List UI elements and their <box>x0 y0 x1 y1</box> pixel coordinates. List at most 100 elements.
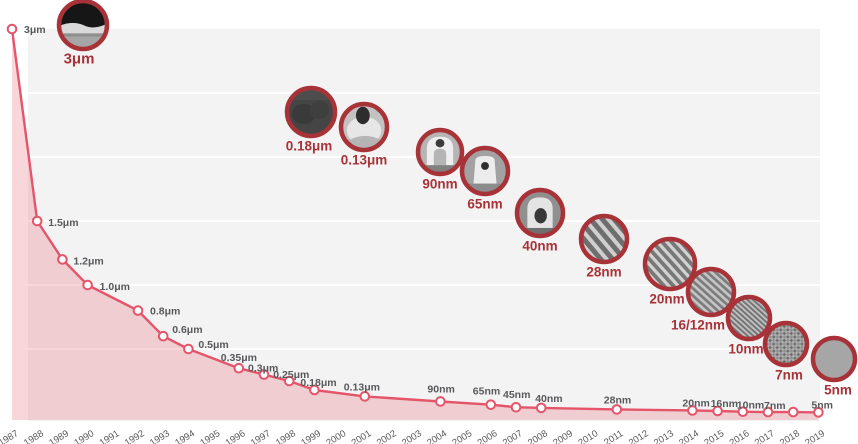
point-label-1992: 0.8μm <box>150 306 180 318</box>
point-label-1994: 0.5μm <box>198 339 228 351</box>
micrograph-label-3μm: 3μm <box>64 51 95 68</box>
point-label-1996: 0.35μm <box>221 352 257 364</box>
x-tick-label-1999: 1999 <box>299 428 323 444</box>
data-point-marker-1996 <box>233 362 245 374</box>
x-tick-label-2012: 2012 <box>627 428 651 444</box>
x-tick-label-1993: 1993 <box>148 428 172 444</box>
point-label-2011: 28nm <box>604 394 631 406</box>
point-label-2007: 45nm <box>503 389 530 401</box>
sem-dark-layer <box>59 1 107 28</box>
micrograph-0.13μm: 0.13μm <box>338 101 390 168</box>
data-point-marker-2016 <box>737 406 749 418</box>
x-tick-label-2010: 2010 <box>576 428 600 444</box>
micrograph-ring <box>514 187 566 239</box>
micrograph-40nm: 40nm <box>514 187 566 254</box>
point-label-2008: 40nm <box>535 393 562 405</box>
x-tick-label-2003: 2003 <box>400 428 424 444</box>
data-point-marker-2004 <box>435 396 446 407</box>
point-label-2017: 7nm <box>764 400 786 412</box>
micrograph-label-90nm: 90nm <box>422 177 457 192</box>
data-point-marker-2015 <box>712 405 723 417</box>
data-point-marker-2011 <box>611 404 623 415</box>
x-tick-label-2011: 2011 <box>602 428 625 444</box>
micrograph-ring <box>810 335 858 383</box>
data-point-marker-1988 <box>31 215 43 227</box>
data-point-marker-2008 <box>535 402 547 414</box>
data-point-marker-1999 <box>309 384 320 396</box>
micrograph-label-40nm: 40nm <box>522 239 557 254</box>
data-point-marker-2014 <box>687 405 698 416</box>
micrograph-7nm: 7nm <box>762 320 810 383</box>
x-tick-label-2016: 2016 <box>728 428 752 444</box>
point-label-2001: 0.13μm <box>344 381 380 393</box>
x-tick-label-2001: 2001 <box>350 428 374 444</box>
point-label-1998: 0.25μm <box>273 369 309 381</box>
point-label-1988: 1.5μm <box>48 217 78 229</box>
data-point-marker-1992 <box>132 305 144 316</box>
x-tick-label-1988: 1988 <box>22 428 46 444</box>
data-point-marker-1989 <box>57 254 68 265</box>
data-point-marker-2006 <box>485 399 497 410</box>
x-tick-label-1997: 1997 <box>249 428 273 444</box>
x-tick-label-2005: 2005 <box>450 428 474 444</box>
micrograph-ring <box>762 320 810 368</box>
x-tick-label-2000: 2000 <box>324 428 348 444</box>
point-label-1999: 0.18μm <box>300 377 336 389</box>
data-point-marker-2007 <box>510 401 522 413</box>
sem-gate-body <box>426 136 454 166</box>
x-tick-label-1998: 1998 <box>274 428 298 444</box>
x-tick-label-2002: 2002 <box>375 428 399 444</box>
micrograph-20nm: 20nm <box>642 236 698 307</box>
point-label-1987: 3μm <box>24 24 46 36</box>
point-label-2006: 65nm <box>473 386 500 398</box>
x-tick-label-2004: 2004 <box>425 428 449 444</box>
data-point-marker-1994 <box>183 343 194 355</box>
micrograph-10nm: 10nm <box>725 294 773 357</box>
x-tick-label-1991: 1991 <box>98 428 122 444</box>
micrograph-label-0.13μm: 0.13μm <box>341 153 388 168</box>
data-point-marker-2019 <box>813 407 824 418</box>
x-tick-label-2014: 2014 <box>677 428 701 444</box>
point-label-1997: 0.3μm <box>248 363 278 375</box>
sem-gate-body <box>473 156 497 184</box>
micrograph-ring <box>642 236 698 292</box>
sem-shape <box>291 103 316 124</box>
sem-dark-dot <box>481 162 489 170</box>
x-tick-label-2015: 2015 <box>702 428 726 444</box>
point-label-1990: 1.0μm <box>100 281 130 293</box>
area-fill <box>12 29 819 420</box>
micrograph-90nm: 90nm <box>415 127 465 192</box>
micrograph-label-0.18μm: 0.18μm <box>286 139 333 154</box>
x-tick-label-1987: 1987 <box>0 428 21 444</box>
micrograph-0.18μm: 0.18μm <box>284 85 338 154</box>
point-label-2016: 10nm <box>737 400 764 412</box>
plot-area-background <box>28 29 820 421</box>
micrograph-ring <box>338 101 390 153</box>
sem-shape <box>309 100 329 120</box>
x-tick-label-1995: 1995 <box>198 428 222 444</box>
micrograph-label-28nm: 28nm <box>586 265 621 280</box>
x-tick-label-2018: 2018 <box>778 428 802 444</box>
sem-bottom <box>462 183 508 194</box>
data-point-marker-2017 <box>762 406 774 418</box>
micrograph-ring <box>415 127 465 177</box>
micrograph-5nm: 5nm <box>810 335 858 398</box>
x-tick-label-2009: 2009 <box>551 428 575 444</box>
micrograph-ring <box>284 85 338 139</box>
micrograph-ring <box>685 266 737 318</box>
x-tick-label-2006: 2006 <box>476 428 500 444</box>
point-label-2014: 20nm <box>682 397 709 409</box>
x-tick-label-1994: 1994 <box>173 428 197 444</box>
micrograph-label-7nm: 7nm <box>775 368 803 383</box>
sem-bottom <box>517 227 563 236</box>
x-tick-label-2007: 2007 <box>501 428 525 444</box>
data-point-marker-1987 <box>6 23 18 35</box>
micrograph-ring <box>459 145 511 197</box>
micrograph-65nm: 65nm <box>459 145 511 212</box>
x-tick-label-2013: 2013 <box>652 428 676 444</box>
micrograph-ring <box>725 294 773 342</box>
data-point-marker-2001 <box>359 391 371 402</box>
sem-dark-blob <box>534 208 547 224</box>
